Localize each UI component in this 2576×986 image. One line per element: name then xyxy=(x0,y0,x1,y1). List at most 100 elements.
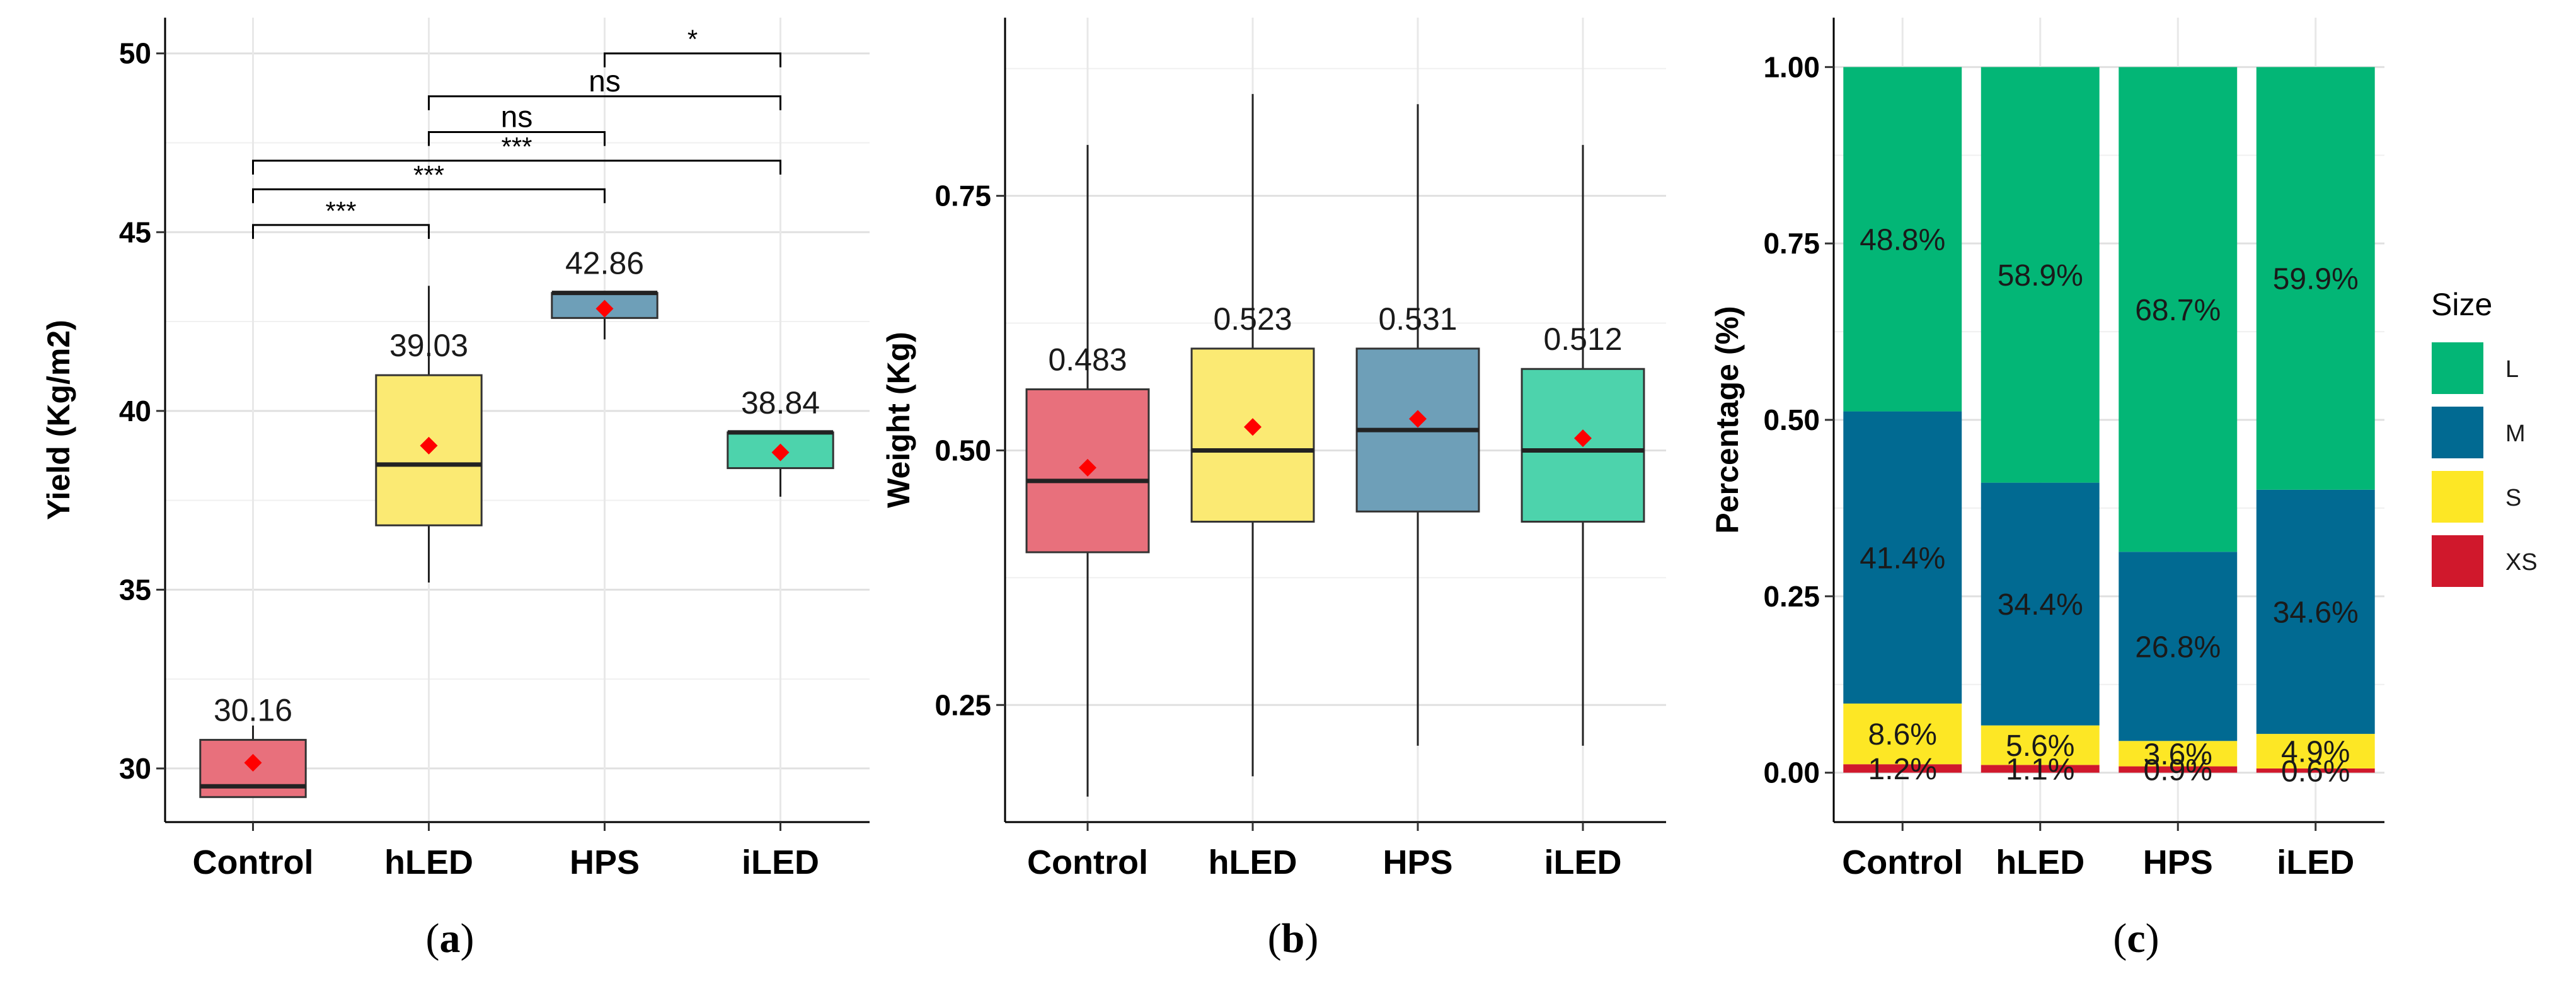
bar-segment-S-Control xyxy=(1843,703,1962,765)
x-tick-label: HPS xyxy=(2143,844,2213,881)
x-tick-label: HPS xyxy=(1383,844,1452,881)
bar-segment-XS-hLED xyxy=(1981,765,2100,773)
significance-bracket xyxy=(252,224,430,239)
segment-label: 1.1% xyxy=(2006,753,2074,786)
segment-label: 26.8% xyxy=(2135,630,2221,664)
bar-segment-M-hLED xyxy=(1981,482,2100,726)
mean-label: 0.512 xyxy=(1543,322,1622,357)
y-tick-label: 1.00 xyxy=(1763,50,1820,83)
segment-label: 4.9% xyxy=(2281,736,2350,769)
mean-marker xyxy=(244,753,262,772)
bar-segment-M-HPS xyxy=(2119,552,2238,741)
y-tick-label: 0.50 xyxy=(934,434,991,467)
bar-segment-M-iLED xyxy=(2256,489,2375,734)
mean-marker xyxy=(595,299,614,318)
y-tick-label: 0.50 xyxy=(1763,403,1820,436)
legend-swatch-XS xyxy=(2430,534,2485,588)
mean-marker xyxy=(1574,429,1592,448)
y-axis-title: Yield (Kg/m2) xyxy=(41,320,76,520)
x-tick-label: HPS xyxy=(570,844,640,881)
segment-label: 8.6% xyxy=(1868,718,1937,751)
segment-label: 34.6% xyxy=(2273,596,2359,629)
y-tick-label: 30 xyxy=(119,752,151,785)
segment-label: 0.9% xyxy=(2144,754,2212,787)
segment-label: 1.2% xyxy=(1868,753,1937,786)
mean-label: 30.16 xyxy=(214,693,292,728)
y-tick-label: 40 xyxy=(119,395,151,427)
significance-label: ns xyxy=(501,100,533,134)
segment-label: 48.8% xyxy=(1860,223,1945,257)
panel-label-c: (c) xyxy=(2113,915,2159,961)
significance-bracket xyxy=(604,52,781,67)
mean-marker xyxy=(420,436,438,455)
segment-label: 5.6% xyxy=(2006,729,2074,763)
significance-label: *** xyxy=(413,160,444,190)
segment-label: 58.9% xyxy=(1998,259,2083,293)
bar-segment-L-iLED xyxy=(2256,67,2375,490)
x-tick-label: iLED xyxy=(2277,844,2354,881)
bar-segment-XS-HPS xyxy=(2119,766,2238,773)
x-tick-label: iLED xyxy=(1544,844,1621,881)
mean-label: 0.523 xyxy=(1213,301,1292,337)
panel-b-weight-boxplot: 0.25 0.50 0.75 Control hLED HPS iLED Weight (Kg… xyxy=(881,18,1666,881)
mean-label: 0.483 xyxy=(1048,342,1127,378)
segment-label: 59.9% xyxy=(2273,263,2359,296)
significance-label: *** xyxy=(325,196,356,226)
x-tick-label: iLED xyxy=(742,844,819,881)
panel-label-a: (a) xyxy=(426,915,474,961)
legend-label-S: S xyxy=(2505,485,2521,511)
y-tick-label: 45 xyxy=(119,216,151,248)
significance-bracket xyxy=(428,95,781,110)
bar-segment-XS-Control xyxy=(1843,764,1962,773)
segment-label: 41.4% xyxy=(1860,542,1945,575)
panel-c-size-stacked-bar: 0.00 0.25 0.50 0.75 1.00 Control hLED HPS iLED Pe… xyxy=(1710,18,2538,881)
legend-label-XS: XS xyxy=(2505,549,2538,576)
panel-label-b: (b) xyxy=(1268,915,1319,961)
y-tick-label: 0.25 xyxy=(1763,580,1820,613)
legend-title: Size xyxy=(2431,287,2492,322)
bar-segment-M-Control xyxy=(1843,411,1962,704)
mean-label: 42.86 xyxy=(565,246,644,281)
legend-label-M: M xyxy=(2505,420,2526,447)
mean-marker xyxy=(1079,458,1096,477)
bar-segment-S-hLED xyxy=(1981,725,2100,765)
y-tick-label: 0.75 xyxy=(1763,227,1820,260)
x-tick-label: Control xyxy=(1027,844,1148,881)
x-tick-label: hLED xyxy=(1209,844,1297,881)
panel-a-yield-boxplot: 30 35 40 45 50 Control hLED HPS iLED Yield (Kg/m2… xyxy=(41,18,870,881)
segment-label: 0.6% xyxy=(2281,755,2350,788)
significance-bracket xyxy=(428,130,606,146)
mean-label: 38.84 xyxy=(741,385,820,420)
mean-label: 0.531 xyxy=(1378,301,1457,337)
y-tick-label: 0.00 xyxy=(1763,757,1820,789)
y-tick-label: 0.75 xyxy=(934,180,991,212)
significance-label: ns xyxy=(589,65,621,98)
legend-swatch-L xyxy=(2430,341,2485,395)
bar-segment-L-Control xyxy=(1843,67,1962,412)
bar-segment-L-HPS xyxy=(2119,67,2238,552)
x-tick-label: hLED xyxy=(1996,844,2084,881)
mean-label: 39.03 xyxy=(389,328,468,363)
segment-label: 3.6% xyxy=(2144,738,2212,771)
y-tick-label: 0.25 xyxy=(934,688,991,721)
mean-marker xyxy=(1244,418,1262,436)
mean-marker xyxy=(771,443,790,461)
mean-marker xyxy=(1409,410,1427,428)
x-tick-label: Control xyxy=(193,844,314,881)
legend-swatch-M xyxy=(2430,405,2485,460)
y-tick-label: 50 xyxy=(119,37,151,70)
bar-segment-S-HPS xyxy=(2119,741,2238,767)
bar-segment-L-hLED xyxy=(1981,67,2100,483)
x-tick-label: Control xyxy=(1842,844,1963,881)
legend-swatch-S xyxy=(2430,470,2485,524)
segment-label: 34.4% xyxy=(1998,588,2083,622)
significance-label: *** xyxy=(501,132,532,161)
x-tick-label: hLED xyxy=(384,844,473,881)
bar-segment-S-iLED xyxy=(2256,734,2375,768)
legend-label-L: L xyxy=(2505,356,2519,383)
segment-label: 68.7% xyxy=(2135,294,2221,327)
significance-bracket xyxy=(252,188,606,204)
bar-segment-XS-iLED xyxy=(2256,768,2375,773)
y-axis-title: Weight (Kg) xyxy=(881,332,916,508)
